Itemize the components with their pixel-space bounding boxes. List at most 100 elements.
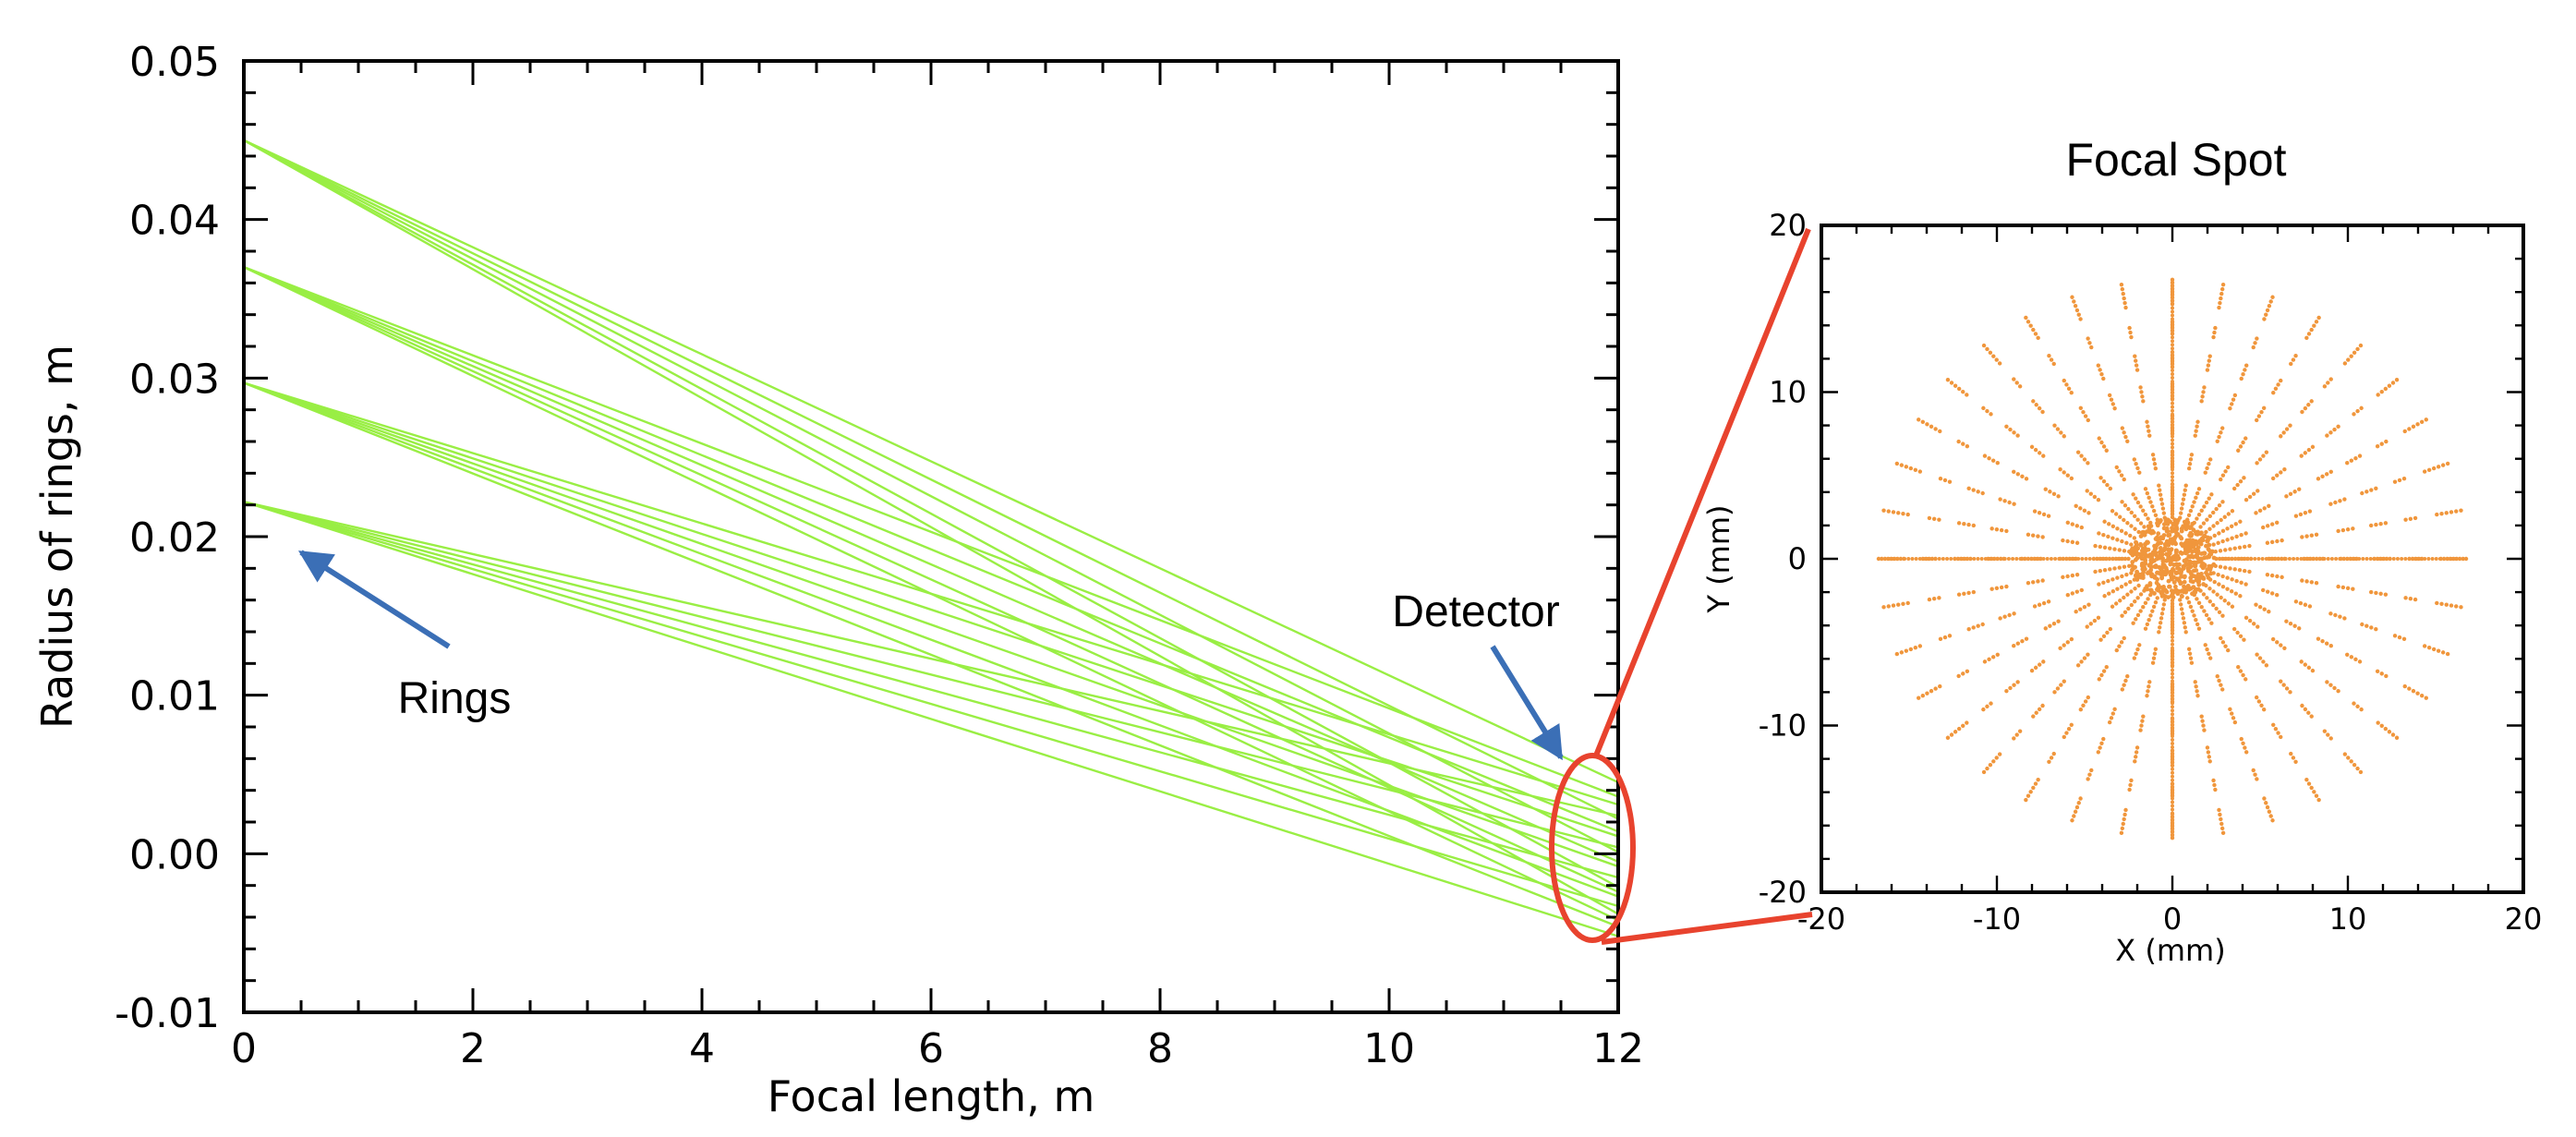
spot-point [2072,299,2076,304]
spot-point [2110,588,2116,594]
spot-point [2129,542,2134,547]
spot-point [2140,719,2145,723]
spot-point [2353,455,2358,461]
spot-point [2314,580,2319,586]
spot-point [2238,669,2243,673]
spot-point [2171,287,2174,292]
spot-point [2098,368,2102,372]
spot-point [2306,710,2311,715]
spot-point [1962,521,1966,526]
spot-point [2011,557,2015,561]
spot-point [2293,599,2299,604]
spot-point [2171,434,2174,439]
spot-point [2188,508,2194,514]
spot-point [2358,343,2364,348]
spot-point [2280,557,2284,561]
spot-point [2415,691,2420,696]
spot-point [2164,569,2170,575]
spot-point [2355,408,2360,414]
spot-point [2395,557,2400,561]
y-tick-labels: -0.010.000.010.020.030.040.05 [115,39,220,1037]
spot-point [2255,461,2259,466]
spot-point [2195,579,2201,585]
spot-point [2099,371,2104,377]
spot-point [2211,602,2216,608]
spot-point [2225,575,2230,580]
spot-point [1966,626,1971,632]
spot-point [2061,575,2065,580]
spot-point [2402,683,2407,689]
spot-point [2037,707,2042,712]
spot-point [2217,503,2222,508]
spot-point [2049,756,2054,760]
spot-point [2127,787,2132,792]
spot-point [2088,491,2093,496]
spot-point [2031,785,2036,791]
spot-point [2171,748,2174,753]
x-tick-label: 4 [689,1025,715,1072]
spot-point [2102,519,2107,524]
spot-point [2220,830,2226,836]
spot-point [2171,616,2174,621]
spot-point [2207,354,2212,358]
spot-point [2378,591,2383,597]
spot-point [2142,588,2147,593]
spot-point [2183,488,2187,492]
spot-point [2040,703,2045,708]
spot-point [2079,659,2084,664]
spot-point [2012,430,2016,435]
spot-point [2158,572,2163,576]
spot-point [2195,694,2200,698]
spot-point [2202,385,2207,390]
spot-point [2247,618,2253,623]
spot-point [2120,826,2125,831]
spot-point [2122,683,2126,687]
spot-point [2171,514,2174,519]
spot-point [2284,619,2289,623]
spot-point [2251,345,2256,350]
spot-point [2155,517,2159,522]
spot-point [2037,662,2042,667]
spot-point [2253,772,2257,777]
spot-point [1938,636,1943,641]
spot-point [2264,450,2269,454]
spot-point [2171,511,2174,515]
spot-point [2002,614,2007,619]
spot-point [2171,365,2174,369]
spot-point [1896,602,1901,607]
spot-point [2040,535,2045,539]
spot-point [2349,759,2353,764]
spot-point [2391,557,2396,561]
spot-point [2015,680,2020,684]
spot-point [2193,563,2198,569]
spot-point [2372,557,2376,561]
spot-point [2307,509,2313,514]
spot-point [2207,587,2212,591]
spot-point [2053,557,2058,561]
spot-point [1956,592,1962,597]
plot-frame [242,59,1620,1014]
spot-point [2304,335,2309,341]
spot-point [2221,557,2226,561]
spot-point [2341,557,2346,561]
spot-point [1917,557,1922,561]
spot-point [2275,574,2280,579]
spot-point [2298,600,2304,606]
spot-point [2312,323,2316,328]
spot-point [1976,557,1980,561]
spot-point [2160,562,2166,567]
spot-point [2403,517,2408,522]
spot-point [2292,490,2297,494]
spot-point [2215,592,2219,597]
spot-point [2238,594,2243,599]
spot-point [2133,514,2137,519]
spot-point [2024,315,2028,321]
spot-point [2369,488,2374,492]
spot-point [2166,547,2171,552]
spot-point [2179,607,2184,611]
spot-point [2155,521,2159,526]
spot-point [2171,427,2174,431]
spot-point [2106,578,2110,584]
spot-point [2148,567,2154,573]
ray-line-12 [243,381,1619,868]
